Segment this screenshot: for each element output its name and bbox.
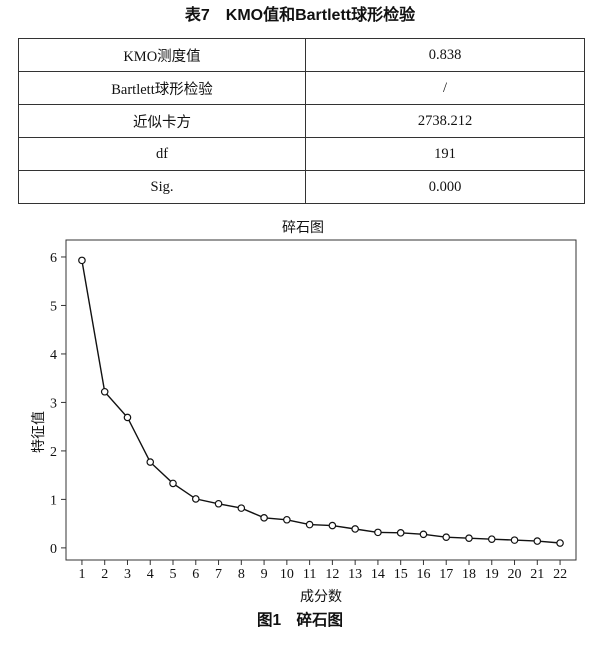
kmo-bartlett-table: KMO测度值 0.838 Bartlett球形检验 / 近似卡方 2738.21… [18,38,585,204]
data-point [146,458,155,466]
x-tick-label: 15 [394,567,408,582]
x-tick-label: 5 [170,567,177,582]
table-row: Sig. 0.000 [18,170,585,204]
table-row: Bartlett球形检验 / [18,71,585,105]
x-tick-label: 21 [530,567,544,582]
y-tick-label: 5 [50,299,57,314]
data-point [556,539,564,547]
plot-frame [65,239,577,561]
x-tick-label: 16 [416,567,430,582]
data-point [100,387,109,396]
chart-title: 碎石图 [282,220,324,236]
data-point [305,520,314,529]
data-point [374,528,382,537]
y-axis-label: 特征值 [31,411,47,453]
data-point [465,534,473,542]
row-value: 0.838 [305,38,585,72]
data-point [260,514,268,522]
x-tick-label: 6 [192,567,199,582]
data-point [510,536,519,544]
data-point [442,533,451,542]
table-caption: 表7 KMO值和Bartlett球形检验 [184,7,416,24]
y-tick-label: 4 [50,348,57,363]
data-point [214,499,223,508]
row-value: 191 [305,137,585,171]
x-tick-label: 17 [439,567,453,582]
data-points [78,256,564,547]
series-line [81,260,561,544]
x-tick-label: 9 [261,567,268,582]
row-label: Bartlett球形检验 [18,71,306,105]
data-point [283,515,291,524]
row-value: 2738.212 [305,104,585,138]
x-tick-label: 20 [508,567,522,582]
x-tick-label: 22 [553,567,567,582]
y-tick-label: 6 [50,251,57,266]
row-label: 近似卡方 [18,104,306,138]
data-point [419,530,428,539]
y-tick-label: 2 [50,445,57,460]
row-label: df [18,137,306,171]
figure-caption: 图1 碎石图 [256,612,344,629]
data-point [237,504,246,512]
table-row: 近似卡方 2738.212 [18,104,585,138]
x-tick-label: 19 [485,567,499,582]
data-point [533,537,542,545]
x-tick-label: 18 [462,567,476,582]
table-row: df 191 [18,137,585,171]
data-point [169,479,177,488]
data-point [123,413,132,422]
data-point [351,525,359,533]
x-tick-label: 13 [348,567,362,582]
x-tick-label: 4 [147,567,154,582]
row-label: Sig. [18,170,306,204]
y-axis: 0 1 2 3 4 5 6 [50,251,66,557]
row-value: 0.000 [305,170,585,204]
x-tick-label: 1 [78,567,85,582]
y-tick-label: 0 [50,542,57,557]
x-axis-label: 成分数 [300,589,342,605]
x-tick-label: 2 [101,567,108,582]
x-tick-label: 3 [124,567,131,582]
x-tick-label: 7 [215,567,222,582]
x-tick-label: 8 [238,567,245,582]
x-tick-label: 12 [325,567,339,582]
data-point [487,535,496,543]
table-row: KMO测度值 0.838 [18,38,585,72]
x-tick-label: 11 [303,567,316,582]
data-point [78,256,86,265]
x-tick-label: 10 [280,567,294,582]
x-tick-label: 14 [371,567,385,582]
data-point [328,521,337,530]
x-axis: 1 2 3 4 5 6 7 8 9 10 11 12 13 14 15 16 17 18 19 20 21 22 [78,560,567,582]
data-point [191,495,200,503]
row-label: KMO测度值 [18,38,306,72]
y-tick-label: 3 [50,396,57,411]
y-tick-label: 1 [50,493,57,508]
data-point [396,529,405,537]
